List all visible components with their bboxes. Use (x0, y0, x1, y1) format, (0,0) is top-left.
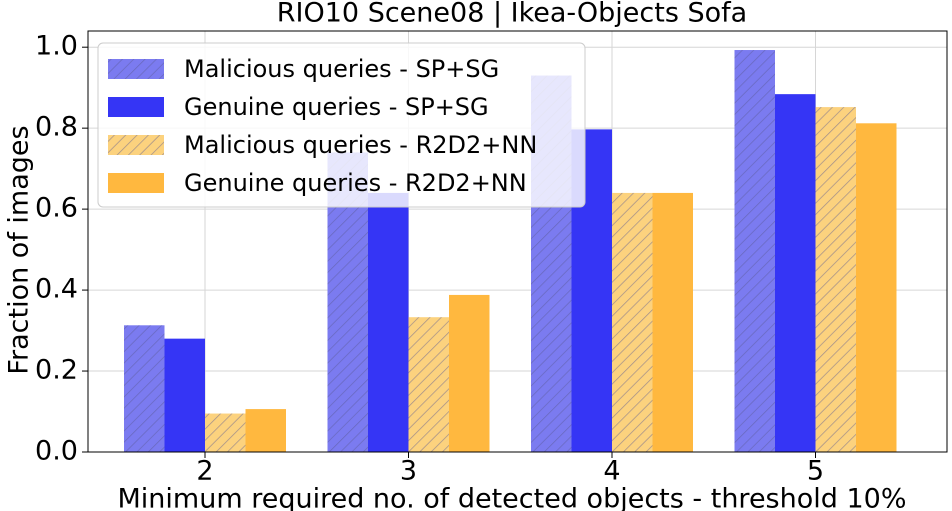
bar-group (612, 192, 653, 452)
bar-group (245, 409, 286, 452)
y-tick-label: 0.6 (35, 193, 78, 224)
legend-box (97, 42, 586, 208)
chart-title: RIO10 Scene08 | Ikea-Objects Sofa (277, 0, 747, 29)
legend-swatch-hatch (108, 59, 164, 79)
x-tick-label: 5 (807, 456, 824, 487)
bar-group (856, 123, 897, 453)
plot-frame (87, 30, 948, 453)
bar-hatch (408, 317, 449, 452)
y-tick-label: 0.2 (35, 355, 78, 386)
bar (245, 409, 286, 452)
bar-group (734, 50, 775, 452)
bar-group (408, 317, 449, 452)
bar-group (775, 94, 816, 453)
bar-hatch (612, 192, 653, 452)
bar-hatch (815, 107, 856, 452)
bar-group (449, 294, 490, 452)
legend-label: Genuine queries - R2D2+NN (184, 169, 527, 197)
bar (856, 123, 897, 453)
legend-label: Malicious queries - SP+SG (184, 55, 499, 83)
bar-group (652, 192, 693, 452)
x-axis-label: Minimum required no. of detected objects… (118, 484, 907, 511)
x-tick-label: 2 (196, 456, 213, 487)
legend: Malicious queries - SP+SG Genuine queries… (97, 42, 586, 208)
y-tick-label: 1.0 (35, 31, 78, 62)
y-tick-label: 0.4 (35, 274, 78, 305)
legend-swatch (108, 173, 164, 193)
y-tick-label: 0.8 (35, 112, 78, 143)
x-tick-label: 4 (603, 456, 620, 487)
bar-group (368, 192, 409, 452)
legend-swatch-hatch (108, 135, 164, 155)
y-axis-label: Fraction of images (4, 125, 35, 374)
bar (652, 192, 693, 452)
bar (164, 338, 205, 452)
bar (775, 94, 816, 453)
legend-label: Genuine queries - SP+SG (184, 93, 489, 121)
legend-swatch (108, 97, 164, 117)
legend-label: Malicious queries - R2D2+NN (184, 131, 537, 159)
bar-hatch (124, 325, 165, 452)
bar-group (205, 413, 246, 452)
bar (368, 192, 409, 452)
x-tick-label: 3 (400, 456, 417, 487)
bar-hatch (734, 50, 775, 452)
bar (449, 294, 490, 452)
y-tick-label: 0.0 (35, 436, 78, 467)
bar-group (124, 325, 165, 452)
bar-group (815, 107, 856, 452)
bar-hatch (205, 413, 246, 452)
bar-group (164, 338, 205, 452)
